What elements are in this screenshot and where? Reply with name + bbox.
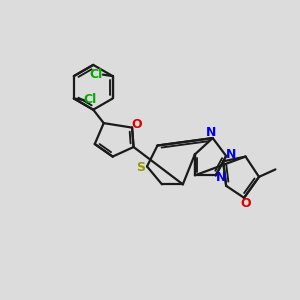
Text: S: S	[136, 161, 146, 174]
Text: N: N	[226, 148, 237, 161]
Text: N: N	[216, 171, 226, 184]
Text: Cl: Cl	[90, 68, 103, 81]
Text: N: N	[206, 126, 217, 139]
Text: O: O	[132, 118, 142, 131]
Text: Cl: Cl	[84, 94, 97, 106]
Text: O: O	[240, 197, 250, 210]
